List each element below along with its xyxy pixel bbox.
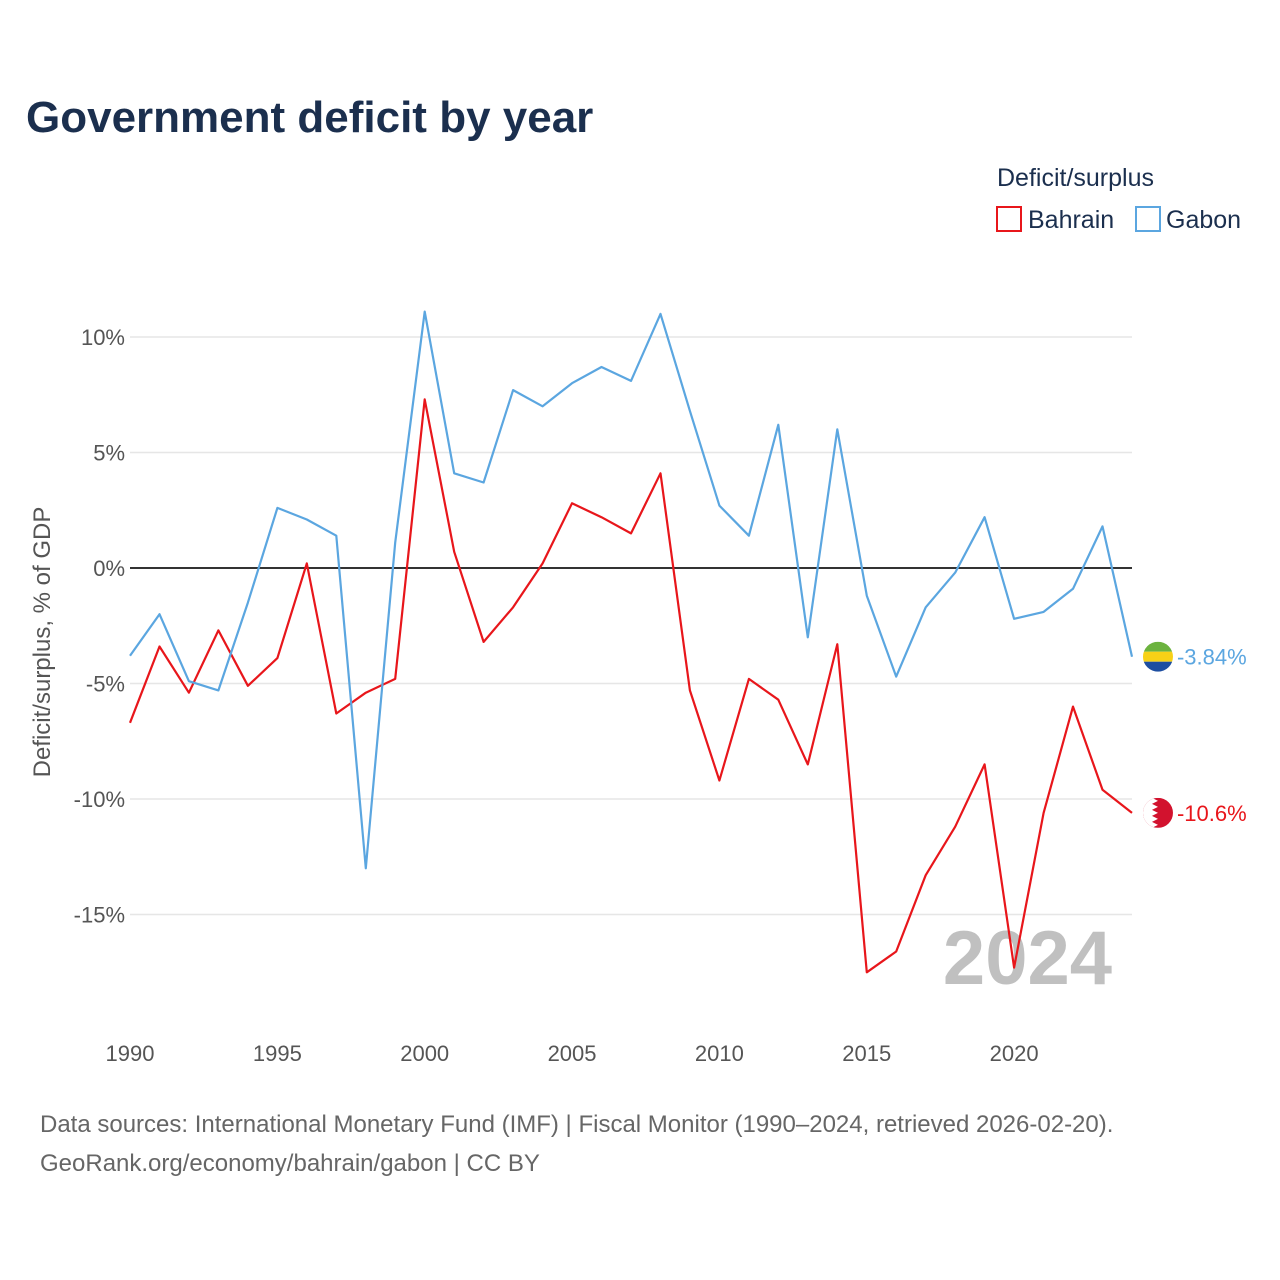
series-line-gabon	[129, 310, 1134, 870]
year-watermark: 2024	[943, 916, 1112, 1001]
series-line-bahrain	[128, 398, 1133, 974]
x-tick-label: 1995	[253, 1041, 302, 1066]
y-tick-label: 0%	[93, 556, 125, 581]
y-tick-label: 10%	[81, 325, 125, 350]
end-label-gabon: -3.84%	[1177, 645, 1247, 670]
chart-title: Government deficit by year	[26, 93, 593, 142]
series-lines	[128, 310, 1134, 974]
x-tick-label: 2010	[695, 1041, 744, 1066]
y-tick-label: -5%	[86, 672, 125, 697]
source-line-2: GeoRank.org/economy/bahrain/gabon | CC B…	[40, 1150, 540, 1177]
x-tick-label: 2005	[548, 1041, 597, 1066]
source-line-1: Data sources: International Monetary Fun…	[40, 1111, 1113, 1138]
legend-label-bahrain: Bahrain	[1028, 206, 1114, 234]
y-tick-label: -10%	[74, 787, 125, 812]
y-tick-label: 5%	[93, 441, 125, 466]
x-tick-label: 1990	[106, 1041, 155, 1066]
bahrain-flag-icon	[1142, 797, 1173, 828]
y-axis-title: Deficit/surplus, % of GDP	[29, 507, 56, 778]
gabon-flag-icon	[1142, 641, 1173, 672]
end-label-bahrain: -10.6%	[1177, 801, 1247, 826]
legend-label-gabon: Gabon	[1166, 206, 1241, 234]
y-axis-ticks: 10% 5% 0% -5% -10% -15%	[74, 325, 125, 928]
gridlines	[130, 336, 1132, 916]
y-tick-label: -15%	[74, 903, 125, 928]
x-axis-ticks: 1990 1995 2000 2005 2010 2015 2020	[106, 1041, 1039, 1066]
x-tick-label: 2015	[842, 1041, 891, 1066]
legend-swatch-bahrain	[996, 206, 1022, 232]
x-tick-label: 2000	[400, 1041, 449, 1066]
x-tick-label: 2020	[990, 1041, 1039, 1066]
legend-swatch-gabon	[1135, 206, 1161, 232]
legend-title: Deficit/surplus	[997, 164, 1154, 192]
legend: Deficit/surplus Bahrain Gabon	[996, 164, 1241, 234]
